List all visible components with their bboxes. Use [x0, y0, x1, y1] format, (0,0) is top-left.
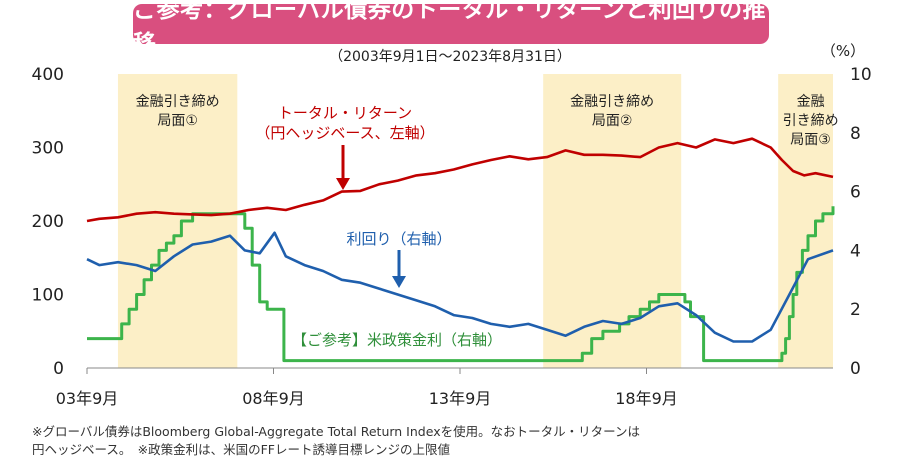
shaded-region-label: 局面② [592, 113, 633, 129]
right-axis-tick-label: 10 [850, 65, 872, 85]
right-axis-tick-label: 8 [850, 124, 861, 144]
chart-title: ご参考：グローバル債券のトータル・リターンと利回りの推移 [133, 0, 769, 57]
annotation-total-return: （円ヘッジベース、左軸） [255, 124, 434, 142]
shaded-region-label: 金融引き締め [570, 93, 654, 110]
annotation-total-return: トータル・リターン [278, 104, 412, 122]
x-axis-tick-label: 03年9月 [56, 389, 119, 408]
shaded-region-2 [543, 74, 682, 368]
right-axis-tick-label: 4 [850, 241, 861, 261]
shaded-region-label: 局面③ [790, 132, 831, 148]
series-line-total_return [86, 137, 834, 223]
left-axis-tick-label: 0 [53, 359, 64, 379]
series-lines [86, 137, 835, 363]
left-axis-tick-label: 300 [32, 139, 64, 159]
x-axis-tick-label: 13年9月 [429, 389, 492, 408]
left-axis-tick-label: 200 [32, 212, 64, 232]
series-line-yield [86, 231, 834, 343]
shaded-region-label: 引き締め [783, 112, 839, 129]
right-axis-tick-label: 0 [850, 359, 861, 379]
annotation-policy-rate: 【ご参考】米政策金利（右軸） [292, 331, 502, 349]
x-axis-tick-label: 08年9月 [242, 389, 305, 408]
chart-subtitle: （2003年9月1日～2023年8月31日） [329, 49, 571, 65]
footnote-line-1: ※グローバル債券はBloomberg Global-Aggregate Tota… [32, 424, 640, 439]
left-axis-tick-label: 100 [32, 286, 64, 306]
axes: 0 100 200 300 400 0 2 4 6 8 10 （%） 03年9月 08年9月 13年9月 18… [32, 42, 872, 408]
right-axis-tick-label: 6 [850, 183, 861, 203]
x-axis-tick-label: 18年9月 [615, 389, 678, 408]
annotations: トータル・リターン （円ヘッジベース、左軸） 利回り（右軸） 【ご参考】米政策金利（右… [255, 104, 502, 349]
footnote-line-2: 円ヘッジベース。 ※政策金利は、米国のFFレート誘導目標レンジの上限値 [32, 442, 450, 457]
left-axis-tick-label: 400 [32, 65, 64, 85]
shaded-region-label: 金融 [797, 94, 825, 110]
annotation-arrowhead-yield [392, 276, 406, 288]
series-line-policy_rate [87, 206, 835, 363]
annotation-arrowhead-total-return [336, 178, 350, 190]
shaded-region-label: 金融引き締め [136, 93, 220, 110]
annotation-yield: 利回り（右軸） [346, 230, 451, 248]
shaded-region-label: 局面① [157, 113, 198, 129]
shaded-region-1 [117, 74, 238, 368]
right-axis-tick-label: 2 [850, 300, 861, 320]
right-axis-unit-label: （%） [821, 42, 865, 60]
